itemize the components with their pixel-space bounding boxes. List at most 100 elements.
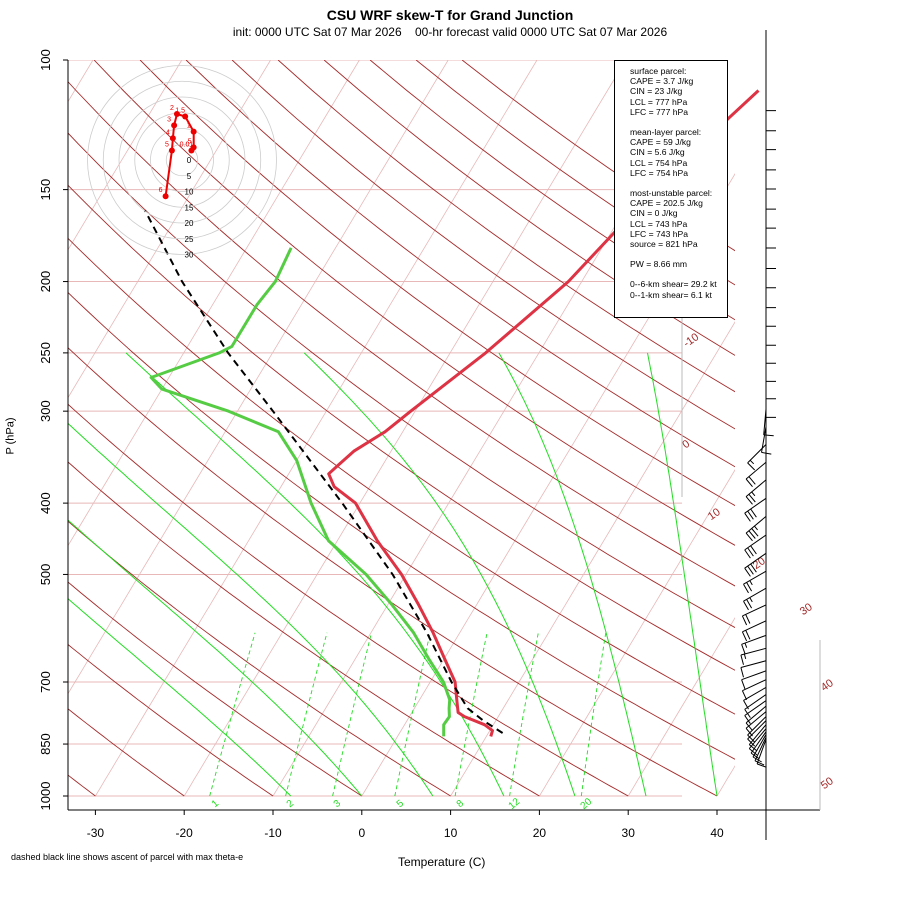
isotherm-line <box>95 60 538 797</box>
dry-adiabat <box>68 520 451 797</box>
mean-layer-heading: mean-layer parcel: <box>630 127 702 138</box>
chart-subtitle: init: 0000 UTC Sat 07 Mar 2026 00-hr for… <box>0 25 900 39</box>
wind-barb <box>748 728 767 756</box>
isotherm-line <box>272 60 715 797</box>
moist-adiabat <box>125 352 505 797</box>
surface-parcel-heading: surface parcel: <box>630 66 687 76</box>
hodograph-height-label: .5 <box>186 138 192 145</box>
hodograph-point <box>169 135 176 142</box>
wind-barb <box>745 705 767 731</box>
wind-barb <box>745 711 767 737</box>
wind-barb <box>743 686 767 710</box>
hodograph-ring <box>118 96 246 224</box>
dry-adiabat <box>68 581 363 797</box>
y-tick-label: 500 <box>38 564 53 586</box>
dry-adiabat <box>68 403 629 797</box>
temperature-line <box>327 89 760 737</box>
wind-barb <box>743 570 767 594</box>
most-unstable-lcl: LCL = 743 hPa <box>630 218 688 229</box>
isotherm-line <box>539 469 735 797</box>
wind-barb <box>741 670 767 690</box>
wind-barb <box>741 679 767 701</box>
isotherm-line <box>183 60 627 797</box>
dry-adiabat <box>68 81 735 587</box>
surface-lcl: LCL = 777 hPa <box>630 96 688 107</box>
moist-adiabat <box>68 519 363 797</box>
hodograph-height-label: 6 <box>159 187 163 194</box>
most-unstable-source: source = 821 hPa <box>630 239 698 250</box>
plot-area <box>68 60 735 797</box>
x-tick-label: 0 <box>358 826 365 840</box>
isotherm-line <box>68 60 360 547</box>
hodograph-point <box>190 128 197 135</box>
dewpoint-line <box>149 247 452 737</box>
wind-barb <box>765 319 776 346</box>
precipitable-water: PW = 8.66 mm <box>630 259 688 270</box>
mixing-ratio-label: 12 <box>507 796 523 812</box>
wind-barb <box>745 479 767 505</box>
y-tick-label: 700 <box>38 671 53 693</box>
isotherm-line <box>627 617 735 797</box>
hodograph-height-label: 1 <box>187 123 191 130</box>
hodograph: 0 5 10 15 20 25 30 0.01.5 1 1.52 3 4 5 6 <box>87 65 277 260</box>
hodograph-ring-label: 0 <box>187 156 192 165</box>
wind-barb <box>765 337 776 364</box>
wind-barb <box>765 183 776 210</box>
isotherm-line <box>68 60 449 695</box>
moist-adiabat <box>303 352 576 797</box>
mixing-ratio-line <box>209 632 256 797</box>
mean-layer-cin: CIN = 5.6 J/kg <box>630 147 685 158</box>
hodograph-ring-label: 15 <box>185 203 194 212</box>
y-tick-label: 300 <box>38 400 53 422</box>
wind-barb <box>745 461 767 488</box>
hodograph-ring-label: 5 <box>187 172 192 181</box>
x-axis-label: Temperature (C) <box>398 855 486 869</box>
x-tick-label: 10 <box>444 826 458 840</box>
hodograph-height-label: 2 <box>170 105 174 112</box>
mixing-ratio-line <box>332 632 372 797</box>
shear-0-6km: 0--6-km shear= 29.2 kt <box>630 279 717 290</box>
mixing-ratio-line <box>454 632 488 797</box>
y-axis-label: P (hPa) <box>4 417 17 455</box>
init-time: init: 0000 UTC Sat 07 Mar 2026 <box>232 25 402 39</box>
wind-barb <box>741 634 767 654</box>
dry-adiabat <box>93 60 735 546</box>
most-unstable-lfc: LFC = 743 hPa <box>630 228 689 239</box>
y-tick-label: 850 <box>38 733 53 755</box>
hodograph-ring-label: 20 <box>185 219 194 228</box>
hodograph-ring <box>134 112 230 208</box>
x-tick-label: 40 <box>710 826 724 840</box>
hodograph-point <box>182 113 189 120</box>
wind-barb <box>765 143 776 171</box>
surface-cape: CAPE = 3.7 J/kg <box>630 76 694 87</box>
isotherm-line <box>450 321 735 797</box>
hodograph-ring-label: 25 <box>185 235 194 244</box>
hodograph-height-label: 0.01 <box>180 142 194 149</box>
x-tick-label: -10 <box>264 826 282 840</box>
wind-barb <box>765 355 776 382</box>
wind-barb <box>765 261 776 289</box>
hodograph-ring <box>87 65 277 255</box>
wind-barb <box>765 162 776 190</box>
hodograph-point <box>168 147 175 154</box>
dry-adiabat <box>323 60 735 356</box>
mixing-ratio-line <box>285 632 328 797</box>
wind-barb <box>743 587 767 611</box>
mixing-ratio-line <box>580 632 607 797</box>
mixing-ratio-label: 8 <box>455 798 467 810</box>
hodograph-ring <box>102 80 262 240</box>
isotherm-line <box>361 173 735 797</box>
wind-barb <box>740 660 767 678</box>
isotherm-line <box>716 765 735 797</box>
moist-adiabat <box>68 598 292 797</box>
x-tick-label: -30 <box>87 826 105 840</box>
dry-adiabat <box>68 291 735 760</box>
dry-adiabat <box>68 461 540 797</box>
dry-adiabat <box>277 60 735 393</box>
wind-barb <box>761 426 772 455</box>
dry-adiabat-label: 0 <box>680 438 692 451</box>
dry-adiabat <box>68 643 274 797</box>
wind-barb <box>750 731 767 760</box>
dry-adiabat <box>139 60 735 507</box>
wind-barb <box>765 123 776 151</box>
